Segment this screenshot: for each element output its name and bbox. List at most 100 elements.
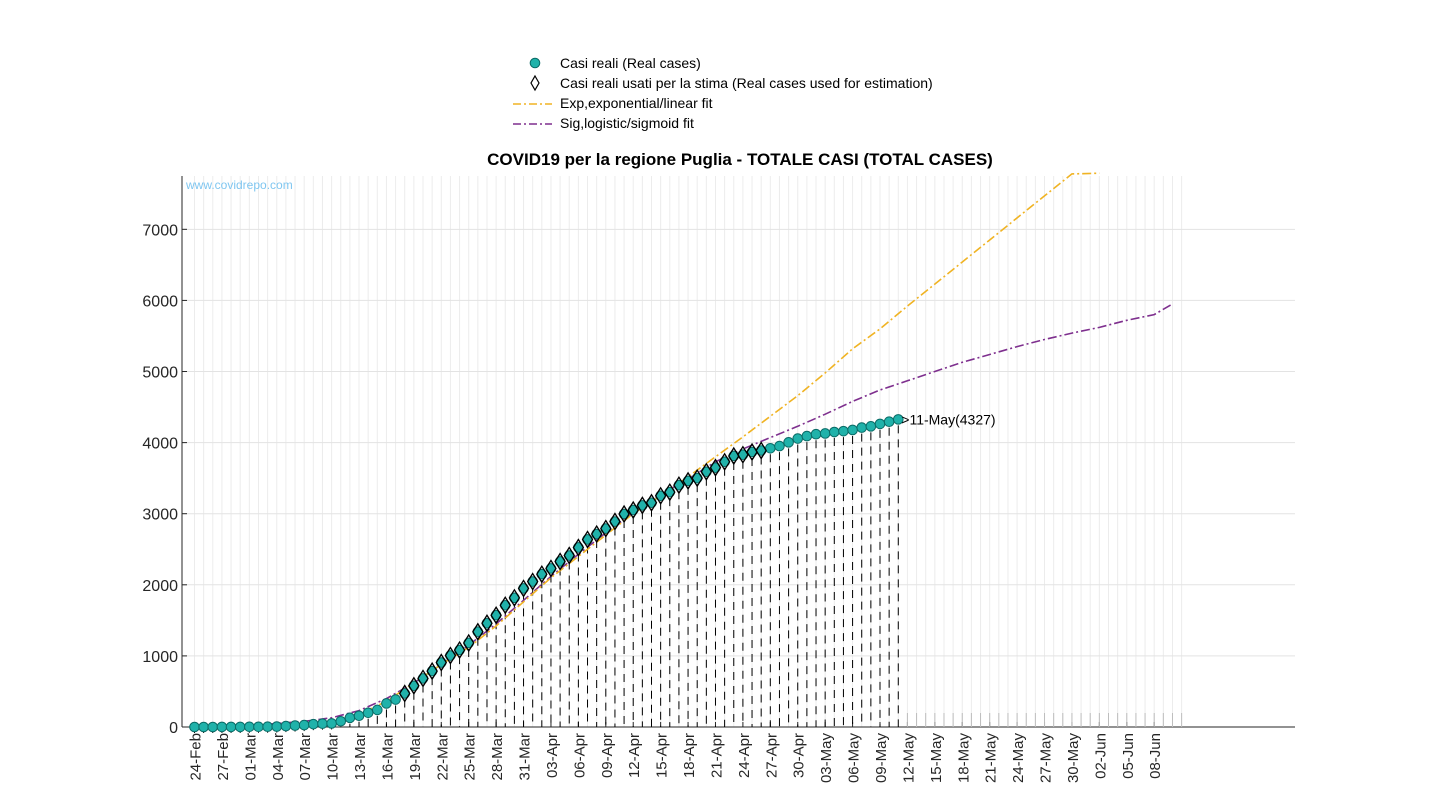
estimation-case-point xyxy=(472,622,484,641)
x-tick-label: 13-Mar xyxy=(352,733,369,781)
x-tick-label: 02-Jun xyxy=(1092,733,1109,779)
estimation-case-point xyxy=(545,559,557,578)
estimation-case-point xyxy=(398,684,411,703)
x-tick-label: 03-Apr xyxy=(544,733,561,778)
x-tick-label: 07-Mar xyxy=(297,733,314,781)
dash-dot-line-icon xyxy=(513,103,552,105)
legend-label-sig-fit: Sig,logistic/sigmoid fit xyxy=(560,115,694,131)
exp-fit-line xyxy=(331,172,1100,724)
y-tick-label: 3000 xyxy=(142,507,178,524)
legend-entry-sig-fit: Sig,logistic/sigmoid fit xyxy=(508,114,978,134)
estimation-case-point xyxy=(408,676,420,695)
real-case-point xyxy=(353,710,365,722)
real-case-point xyxy=(253,721,264,733)
x-tick-label: 24-Apr xyxy=(736,733,753,778)
estimation-case-point xyxy=(664,482,676,502)
real-case-point xyxy=(225,721,237,733)
estimation-case-point xyxy=(600,519,612,538)
real-case-point xyxy=(765,443,776,454)
real-case-point xyxy=(262,721,273,733)
estimation-case-point xyxy=(508,588,521,608)
real-case-point xyxy=(856,422,868,433)
x-tick-label: 24-Feb xyxy=(188,733,205,781)
real-case-point xyxy=(883,416,895,428)
estimation-case-point xyxy=(627,500,639,520)
y-tick-label: 7000 xyxy=(142,222,178,239)
estimation-case-point xyxy=(737,445,749,464)
estimation-case-point xyxy=(654,486,667,506)
estimation-case-point xyxy=(526,572,539,591)
x-tick-label: 12-May xyxy=(900,733,917,784)
real-case-point xyxy=(819,428,831,439)
x-tick-label: 12-Apr xyxy=(626,733,643,778)
x-tick-label: 22-Mar xyxy=(434,733,451,781)
real-case-point xyxy=(271,721,283,732)
estimation-case-point xyxy=(682,471,694,491)
real-case-point xyxy=(216,721,228,733)
estimation-case-point xyxy=(481,614,493,633)
real-case-point xyxy=(207,721,219,733)
estimation-case-point xyxy=(709,458,722,477)
legend-label-estimation-cases: Casi reali usati per la stima (Real case… xyxy=(560,75,933,91)
last-point-annotation: >11-May(4327) xyxy=(901,411,995,427)
real-case-point xyxy=(335,715,347,727)
x-tick-label: 18-May xyxy=(955,733,972,784)
real-case-point xyxy=(829,426,840,438)
real-case-point xyxy=(362,707,374,719)
x-tick-label: 10-Mar xyxy=(325,733,342,781)
x-tick-label: 24-May xyxy=(1010,733,1027,784)
estimation-case-point xyxy=(453,640,466,660)
estimation-case-point xyxy=(572,538,585,557)
real-case-point xyxy=(317,718,328,729)
estimation-case-point xyxy=(417,669,429,688)
legend-label-real-cases: Casi reali (Real cases) xyxy=(560,55,701,71)
estimation-case-point xyxy=(517,579,530,598)
real-case-point xyxy=(838,425,849,437)
estimation-case-point xyxy=(636,496,649,515)
real-case-point xyxy=(865,421,877,432)
real-case-point xyxy=(344,712,356,724)
x-tick-label: 08-Jun xyxy=(1147,733,1164,779)
estimation-case-point xyxy=(581,530,594,549)
x-tick-label: 09-Apr xyxy=(599,733,616,778)
real-case-point xyxy=(792,433,804,444)
x-tick-label: 28-Mar xyxy=(489,733,506,781)
real-case-point xyxy=(308,718,319,730)
y-tick-label: 1000 xyxy=(142,649,178,666)
real-case-point xyxy=(381,698,392,709)
x-tick-label: 16-Mar xyxy=(379,733,396,781)
estimation-case-point xyxy=(746,442,758,462)
real-case-point xyxy=(774,440,785,452)
x-tick-label: 25-Mar xyxy=(462,733,479,781)
real-case-point xyxy=(372,704,383,716)
x-tick-label: 18-Apr xyxy=(681,733,698,778)
estimation-case-point xyxy=(563,546,576,565)
real-case-point xyxy=(198,721,209,733)
estimation-case-point xyxy=(590,524,603,544)
real-case-point xyxy=(874,418,886,430)
diamond-marker-icon xyxy=(530,74,540,92)
legend-entry-exp-fit: Exp,exponential/linear fit xyxy=(508,94,978,114)
estimation-case-point xyxy=(727,446,740,466)
y-tick-label: 6000 xyxy=(142,293,178,310)
chart-legend: Casi reali (Real cases) Casi reali usati… xyxy=(508,54,988,136)
estimation-case-point xyxy=(618,504,630,524)
estimation-case-point xyxy=(673,475,685,495)
real-case-point xyxy=(847,424,858,436)
estimation-case-point xyxy=(444,646,457,665)
watermark: www.covidrepo.com xyxy=(186,178,293,192)
x-tick-label: 27-Apr xyxy=(763,733,780,778)
x-tick-label: 04-Mar xyxy=(270,733,287,781)
estimation-case-point xyxy=(499,596,512,615)
estimation-case-point xyxy=(435,653,448,672)
real-case-point xyxy=(801,430,813,442)
x-tick-label: 31-Mar xyxy=(517,733,534,781)
real-case-point xyxy=(234,721,246,733)
real-case-point xyxy=(783,437,794,448)
x-tick-label: 19-Mar xyxy=(407,733,424,781)
real-case-point xyxy=(326,718,337,729)
x-tick-label: 21-Apr xyxy=(708,733,725,778)
real-case-point xyxy=(892,414,904,425)
circle-marker-icon xyxy=(529,57,541,69)
